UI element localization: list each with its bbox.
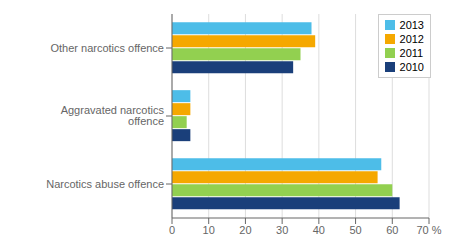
svg-text:Aggravated narcoticsoffence: Aggravated narcoticsoffence bbox=[61, 104, 165, 127]
svg-text:70 %: 70 % bbox=[416, 224, 441, 236]
svg-text:0: 0 bbox=[169, 224, 175, 236]
svg-text:30: 30 bbox=[276, 224, 288, 236]
svg-text:10: 10 bbox=[203, 224, 215, 236]
html-text:2010: 2010 bbox=[399, 61, 424, 73]
svg-text:40: 40 bbox=[313, 224, 325, 236]
svg-text:Narcotics abuse offence: Narcotics abuse offence bbox=[46, 178, 164, 190]
svg-text:20: 20 bbox=[239, 224, 251, 236]
html-text:2012: 2012 bbox=[399, 33, 424, 45]
html-text:2011: 2011 bbox=[399, 47, 424, 59]
html-text:2013: 2013 bbox=[399, 19, 424, 31]
svg-text:60: 60 bbox=[386, 224, 398, 236]
svg-text:Other narcotics offence: Other narcotics offence bbox=[50, 42, 164, 54]
svg-text:50: 50 bbox=[349, 224, 361, 236]
